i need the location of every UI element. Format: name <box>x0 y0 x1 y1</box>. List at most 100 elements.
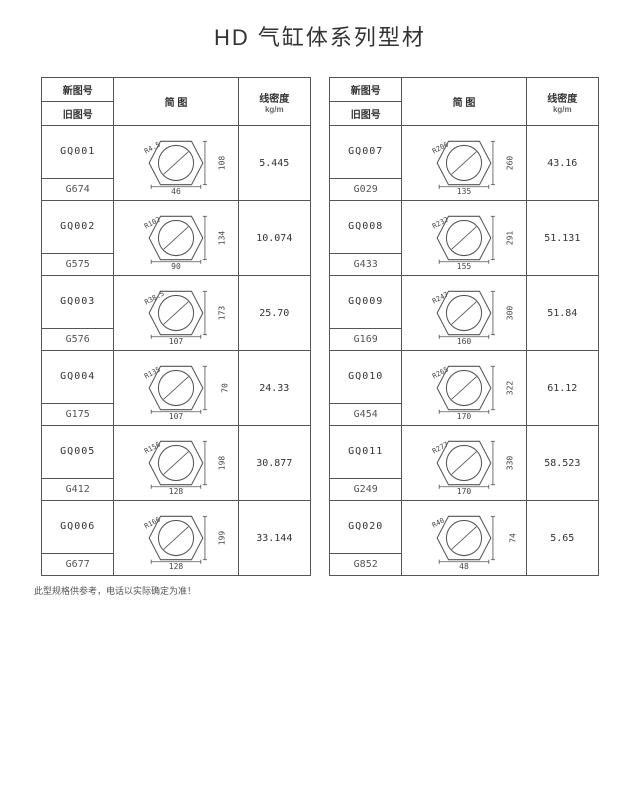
height-label: 74 <box>508 533 517 543</box>
width-label: 128 <box>169 487 183 496</box>
height-label: 108 <box>218 156 227 170</box>
density-cell: 24.33 <box>238 351 310 426</box>
table-row: GQ009 R247 300 160 51.84 <box>330 276 599 329</box>
height-label: 199 <box>218 531 227 545</box>
profile-diagram: R232 291 155 <box>404 203 523 273</box>
old-code-cell: G175 <box>42 403 114 425</box>
height-label: 173 <box>218 306 227 320</box>
height-label: 134 <box>218 231 227 245</box>
height-label: 330 <box>506 456 515 470</box>
col-density-header: 线密度 kg/m <box>238 78 310 126</box>
drawing-cell: R206 260 135 <box>402 126 526 201</box>
col-code-header: 新图号 旧图号 <box>42 78 114 126</box>
old-code-cell: G249 <box>330 478 402 500</box>
col-density-header: 线密度 kg/m <box>526 78 598 126</box>
height-label: 322 <box>506 381 515 395</box>
drawing-cell: R265 322 170 <box>402 351 526 426</box>
old-code-cell: G677 <box>42 553 114 575</box>
width-label: 170 <box>457 412 471 421</box>
profile-diagram: R206 260 135 <box>404 128 523 198</box>
density-cell: 5.65 <box>526 501 598 576</box>
height-label: 198 <box>218 456 227 470</box>
old-code-cell: G674 <box>42 178 114 200</box>
old-code-cell: G454 <box>330 403 402 425</box>
height-label: 260 <box>506 156 515 170</box>
density-cell: 5.445 <box>238 126 310 201</box>
table-row: GQ011 R277 330 170 58.523 <box>330 426 599 479</box>
table-row: GQ010 R265 322 170 61.12 <box>330 351 599 404</box>
tables-container: 新图号 旧图号 简 图 线密度 kg/m GQ001 R4.5 108 4 <box>30 77 610 576</box>
table-row: GQ002 R102 134 90 10.074 <box>42 201 311 254</box>
density-unit: kg/m <box>529 105 596 114</box>
code-cell: GQ010 <box>330 351 402 404</box>
spec-table-left: 新图号 旧图号 简 图 线密度 kg/m GQ001 R4.5 108 4 <box>41 77 311 576</box>
density-cell: 33.144 <box>238 501 310 576</box>
col-drawing-header: 简 图 <box>114 78 238 126</box>
profile-diagram: R40 74 48 <box>404 503 523 573</box>
density-cell: 10.074 <box>238 201 310 276</box>
drawing-cell: R4.5 108 46 <box>114 126 238 201</box>
table-row: GQ020 R40 74 48 5.65 <box>330 501 599 554</box>
table-row: GQ001 R4.5 108 46 5.445 <box>42 126 311 179</box>
profile-diagram: R156 198 128 <box>116 428 235 498</box>
code-cell: GQ004 <box>42 351 114 404</box>
drawing-cell: R38.5 173 107 <box>114 276 238 351</box>
profile-diagram: R135 70 107 <box>116 353 235 423</box>
profile-diagram: R4.5 108 46 <box>116 128 235 198</box>
spec-table-right: 新图号 旧图号 简 图 线密度 kg/m GQ007 R206 260 1 <box>329 77 599 576</box>
density-cell: 61.12 <box>526 351 598 426</box>
table-row: GQ005 R156 198 128 30.877 <box>42 426 311 479</box>
old-code-cell: G029 <box>330 178 402 200</box>
height-label: 70 <box>220 383 229 393</box>
new-code-label: 新图号 <box>42 78 113 102</box>
old-code-cell: G576 <box>42 328 114 350</box>
code-cell: GQ008 <box>330 201 402 254</box>
code-cell: GQ005 <box>42 426 114 479</box>
density-cell: 30.877 <box>238 426 310 501</box>
code-cell: GQ006 <box>42 501 114 554</box>
old-code-cell: G169 <box>330 328 402 350</box>
old-code-cell: G412 <box>42 478 114 500</box>
old-code-cell: G433 <box>330 253 402 275</box>
density-label: 线密度 <box>241 90 308 105</box>
width-label: 170 <box>457 487 471 496</box>
table-row: GQ006 R166 199 128 33.144 <box>42 501 311 554</box>
width-label: 90 <box>171 262 181 271</box>
drawing-cell: R40 74 48 <box>402 501 526 576</box>
density-label: 线密度 <box>529 90 596 105</box>
drawing-cell: R277 330 170 <box>402 426 526 501</box>
profile-diagram: R277 330 170 <box>404 428 523 498</box>
code-cell: GQ003 <box>42 276 114 329</box>
table-row: GQ008 R232 291 155 51.131 <box>330 201 599 254</box>
drawing-cell: R232 291 155 <box>402 201 526 276</box>
width-label: 128 <box>169 562 183 571</box>
density-cell: 43.16 <box>526 126 598 201</box>
table-row: GQ007 R206 260 135 43.16 <box>330 126 599 179</box>
width-label: 155 <box>457 262 471 271</box>
density-cell: 25.70 <box>238 276 310 351</box>
drawing-cell: R166 199 128 <box>114 501 238 576</box>
drawing-cell: R156 198 128 <box>114 426 238 501</box>
col-code-header: 新图号 旧图号 <box>330 78 402 126</box>
col-drawing-header: 简 图 <box>402 78 526 126</box>
density-cell: 51.131 <box>526 201 598 276</box>
width-label: 107 <box>169 412 183 421</box>
code-cell: GQ002 <box>42 201 114 254</box>
width-label: 107 <box>169 337 183 346</box>
table-row: GQ003 R38.5 173 107 25.70 <box>42 276 311 329</box>
page-title: HD 气缸体系列型材 <box>30 20 610 52</box>
height-label: 291 <box>506 231 515 245</box>
footnote-text: 此型规格供参考，电话以实际确定为准！ <box>30 584 610 597</box>
code-cell: GQ011 <box>330 426 402 479</box>
width-label: 46 <box>171 187 181 196</box>
code-cell: GQ009 <box>330 276 402 329</box>
profile-diagram: R38.5 173 107 <box>116 278 235 348</box>
profile-diagram: R102 134 90 <box>116 203 235 273</box>
old-code-label: 旧图号 <box>330 102 401 125</box>
old-code-cell: G852 <box>330 553 402 575</box>
width-label: 48 <box>459 562 469 571</box>
profile-diagram: R265 322 170 <box>404 353 523 423</box>
code-cell: GQ001 <box>42 126 114 179</box>
profile-diagram: R247 300 160 <box>404 278 523 348</box>
density-cell: 51.84 <box>526 276 598 351</box>
